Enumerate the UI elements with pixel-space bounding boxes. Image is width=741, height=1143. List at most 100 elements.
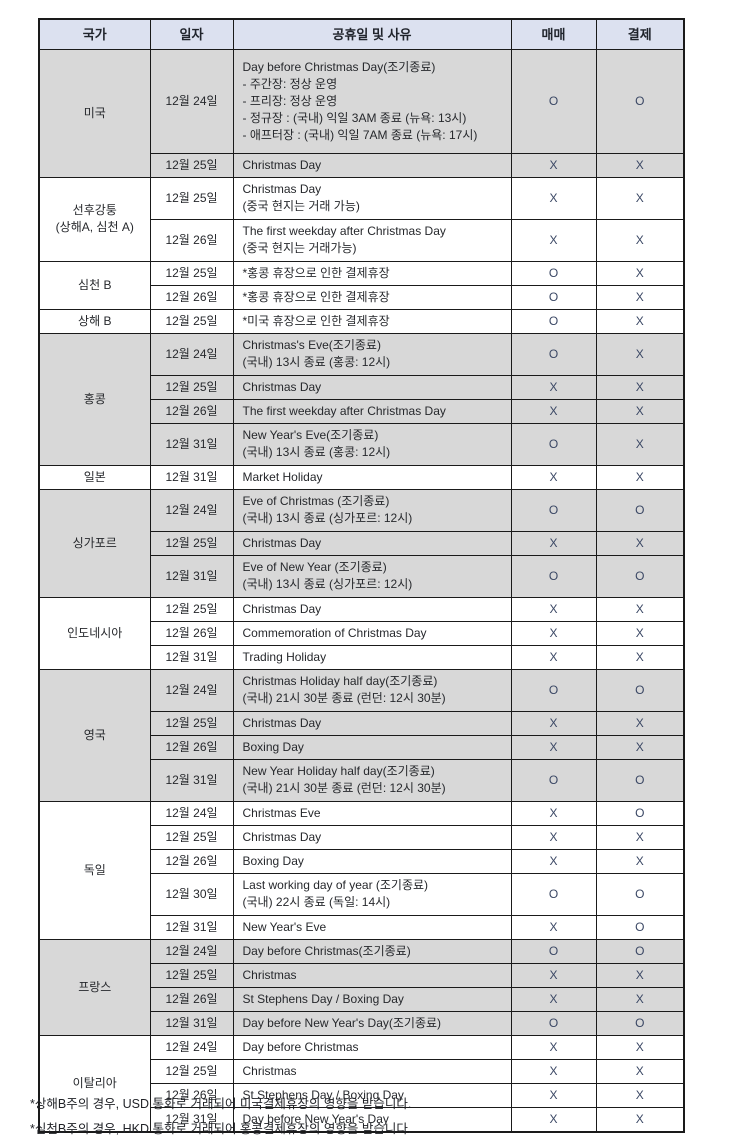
date-cell: 12월 24일 <box>149 332 234 376</box>
table-row: 독일 12월 24일 Christmas Eve X O <box>38 800 685 940</box>
table-row: 싱가포르 12월 24일 Eve of Christmas (조기종료) (국내) … <box>38 488 685 598</box>
date-cell: 12월 26일 <box>149 218 234 262</box>
footnote-shanghai-b: *상해B주의 경우, USD 통화로 거래되어 미국결제휴장의 영향을 받습니다… <box>30 1097 412 1111</box>
table-row: 홍콩 12월 24일 Christmas's Eve(조기종료) (국내) 13시 … <box>38 332 685 466</box>
trade-mark: O <box>510 872 597 916</box>
settle-mark: X <box>595 596 685 622</box>
country-cell: 심천 B <box>38 260 151 310</box>
settle-mark: O <box>595 914 685 940</box>
trade-mark: X <box>510 1058 597 1084</box>
settle-mark: X <box>595 848 685 874</box>
table-row: 미국 12월 24일 Day before Christmas Day(조기종료) … <box>38 48 685 178</box>
table-row: 12월 31일 Eve of New Year (조기종료) (국내) 13시 종… <box>39 554 685 598</box>
table-row: 상해 B 12월 25일 *미국 휴장으로 인한 결제휴장 O X <box>38 308 685 334</box>
table-row: 프랑스 12월 24일 Day before Christmas(조기종료) O O <box>38 938 685 1036</box>
table-row: 12월 25일 Christmas Day X X <box>39 824 685 850</box>
trade-mark: X <box>510 620 597 646</box>
country-cell: 독일 <box>38 800 151 940</box>
country-cell: 인도네시아 <box>38 596 151 670</box>
date-cell: 12월 25일 <box>149 710 234 736</box>
date-cell: 12월 24일 <box>149 488 234 532</box>
table-row: 12월 26일 Boxing Day X X <box>39 848 685 874</box>
reason-cell: Day before Christmas(조기종료) <box>232 938 512 964</box>
trade-mark: X <box>510 644 597 670</box>
reason-cell: Christmas Day <box>232 152 512 178</box>
reason-cell: Day before New Year's Day(조기종료) <box>232 1010 512 1036</box>
country-cell: 이탈리아 <box>38 1034 151 1132</box>
trade-mark: O <box>510 488 597 532</box>
settle-mark: X <box>595 1082 685 1108</box>
trade-mark: O <box>510 758 597 802</box>
date-cell: 12월 25일 <box>149 308 234 334</box>
table-row: 12월 31일 New Year's Eve X O <box>39 914 685 940</box>
settle-mark: O <box>595 758 685 802</box>
date-cell: 12월 31일 <box>149 758 234 802</box>
settle-mark: X <box>595 986 685 1012</box>
table-row: 심천 B 12월 25일 *홍콩 휴장으로 인한 결제휴장 O X <box>38 260 685 310</box>
date-cell: 12월 31일 <box>149 914 234 940</box>
trade-mark: O <box>510 284 597 310</box>
date-cell: 12월 24일 <box>149 48 234 154</box>
reason-cell: Christmas's Eve(조기종료) (국내) 13시 종료 (홍콩: 1… <box>232 332 512 376</box>
trade-mark: X <box>510 374 597 400</box>
table-row: 선후강퉁 (상해A, 심천 A) 12월 25일 Christmas Day (중국… <box>38 176 685 262</box>
trade-mark: X <box>510 530 597 556</box>
trade-mark: O <box>510 48 597 154</box>
date-cell: 12월 26일 <box>149 284 234 310</box>
trade-mark: X <box>510 710 597 736</box>
date-cell: 12월 26일 <box>149 986 234 1012</box>
trade-mark: X <box>510 596 597 622</box>
table-row: 12월 25일 Christmas Day X X <box>39 374 685 400</box>
settle-mark: O <box>595 488 685 532</box>
table-row: 12월 31일 New Year Holiday half day(조기종료) (… <box>39 758 685 802</box>
country-cell: 상해 B <box>38 308 151 334</box>
trade-mark: O <box>510 938 597 964</box>
table-row: 12월 31일 Day before New Year's Day X X <box>39 1106 685 1132</box>
table-row: 12월 25일 Christmas Day X X <box>39 152 685 178</box>
reason-cell: Commemoration of Christmas Day <box>232 620 512 646</box>
date-cell: 12월 25일 <box>149 530 234 556</box>
reason-cell: Christmas Day <box>232 710 512 736</box>
header-country: 국가 <box>38 18 151 50</box>
reason-cell: The first weekday after Christmas Day (중… <box>232 218 512 262</box>
settle-mark: O <box>595 800 685 826</box>
date-cell: 12월 25일 <box>149 1058 234 1084</box>
settle-mark: X <box>595 218 685 262</box>
table-row: 12월 30일 Last working day of year (조기종료) (… <box>39 872 685 916</box>
reason-cell: New Year's Eve(조기종료) (국내) 13시 종료 (홍콩: 12… <box>232 422 512 466</box>
settle-mark: O <box>595 872 685 916</box>
reason-cell: Eve of New Year (조기종료) (국내) 13시 종료 (싱가포르… <box>232 554 512 598</box>
settle-mark: X <box>595 1106 685 1132</box>
settle-mark: O <box>595 938 685 964</box>
trade-mark: O <box>510 554 597 598</box>
trade-mark: X <box>510 914 597 940</box>
reason-cell: New Year Holiday half day(조기종료) (국내) 21시… <box>232 758 512 802</box>
trade-mark: O <box>510 332 597 376</box>
table-row: 12월 26일 St Stephens Day / Boxing Day X X <box>39 986 685 1012</box>
trade-mark: O <box>510 668 597 712</box>
trade-mark: O <box>510 422 597 466</box>
country-cell: 선후강퉁 (상해A, 심천 A) <box>38 176 151 262</box>
reason-cell: Christmas Day (중국 현지는 거래 가능) <box>232 176 512 220</box>
table-row: 인도네시아 12월 25일 Christmas Day X X <box>38 596 685 670</box>
date-cell: 12월 25일 <box>149 176 234 220</box>
date-cell: 12월 31일 <box>149 1106 234 1132</box>
date-cell: 12월 26일 <box>149 620 234 646</box>
settle-mark: X <box>595 644 685 670</box>
market-holiday-table: 국가 일자 공휴일 및 사유 매매 결제 미국 12월 24일 Day before Chr… <box>38 18 685 1133</box>
trade-mark: O <box>510 260 597 286</box>
settle-mark: X <box>595 734 685 760</box>
table-row: 12월 26일 Boxing Day X X <box>39 734 685 760</box>
date-cell: 12월 25일 <box>149 152 234 178</box>
settle-mark: X <box>595 284 685 310</box>
reason-cell: Christmas Holiday half day(조기종료) (국내) 21… <box>232 668 512 712</box>
reason-cell: Eve of Christmas (조기종료) (국내) 13시 종료 (싱가포… <box>232 488 512 532</box>
settle-mark: X <box>595 308 685 334</box>
date-cell: 12월 31일 <box>149 422 234 466</box>
header-reason: 공휴일 및 사유 <box>232 18 512 50</box>
footnotes: *상해B주의 경우, USD 통화로 거래되어 미국결제휴장의 영향을 받습니다… <box>30 1092 411 1142</box>
trade-mark: O <box>510 1010 597 1036</box>
trade-mark: X <box>510 218 597 262</box>
date-cell: 12월 24일 <box>149 800 234 826</box>
settle-mark: X <box>595 710 685 736</box>
